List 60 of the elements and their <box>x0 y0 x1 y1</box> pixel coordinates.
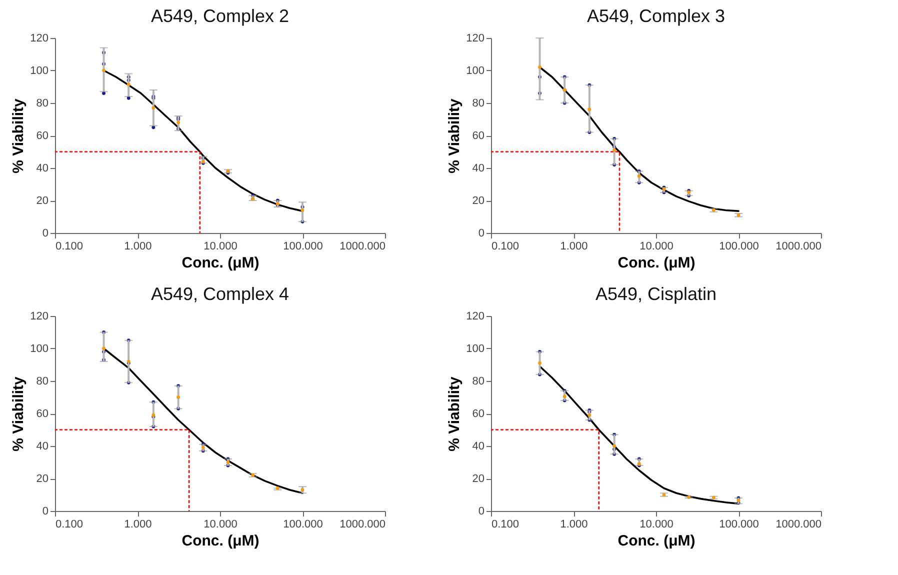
x-tick-label: 100.000 <box>283 240 323 252</box>
y-tick-label: 0 <box>478 228 484 240</box>
x-tick-label: 1.000 <box>124 240 152 252</box>
chart-title: A549, Complex 3 <box>586 6 726 26</box>
y-tick-label: 40 <box>36 440 48 452</box>
chart-title: A549, Complex 4 <box>150 284 290 304</box>
y-tick-label: 100 <box>466 343 484 355</box>
y-tick-label: 20 <box>472 195 484 207</box>
x-tick-label: 1000.000 <box>776 518 822 530</box>
x-axis-title: Conc. (μM) <box>618 254 696 272</box>
x-tick-label: 0.100 <box>56 518 84 530</box>
y-tick-label: 0 <box>42 228 48 240</box>
x-tick-label: 1000.000 <box>340 518 386 530</box>
y-tick-label: 60 <box>472 408 484 420</box>
x-tick-label: 0.100 <box>56 240 84 252</box>
y-tick-label: 120 <box>466 32 484 44</box>
x-axis-title: Conc. (μM) <box>618 532 696 550</box>
x-tick-label: 100.000 <box>719 240 759 252</box>
y-tick-label: 80 <box>472 376 484 388</box>
y-axis-title: % Viability <box>10 376 28 452</box>
y-axis-title: % Viability <box>10 98 28 174</box>
y-tick-label: 40 <box>472 440 484 452</box>
x-tick-label: 1.000 <box>124 518 152 530</box>
y-axis-title: % Viability <box>446 376 464 452</box>
x-tick-label: 10.000 <box>204 518 238 530</box>
x-tick-label: 1.000 <box>560 518 588 530</box>
x-tick-label: 0.100 <box>492 240 520 252</box>
x-tick-label: 1000.000 <box>776 240 822 252</box>
chart-title: A549, Complex 2 <box>150 6 290 26</box>
y-tick-label: 120 <box>30 310 48 322</box>
x-axis-title: Conc. (μM) <box>182 532 260 550</box>
y-tick-label: 100 <box>30 65 48 77</box>
y-tick-label: 40 <box>472 162 484 174</box>
x-tick-label: 10.000 <box>640 240 674 252</box>
x-tick-label: 10.000 <box>640 518 674 530</box>
y-tick-label: 0 <box>478 506 484 518</box>
chart-title: A549, Cisplatin <box>595 284 717 304</box>
y-tick-label: 60 <box>472 130 484 142</box>
y-tick-label: 120 <box>30 32 48 44</box>
x-axis-title: Conc. (μM) <box>182 254 260 272</box>
y-tick-label: 20 <box>36 195 48 207</box>
y-tick-label: 20 <box>36 473 48 485</box>
x-tick-label: 1.000 <box>560 240 588 252</box>
x-tick-label: 1000.000 <box>340 240 386 252</box>
x-tick-label: 10.000 <box>204 240 238 252</box>
y-tick-label: 80 <box>36 376 48 388</box>
y-tick-label: 100 <box>466 65 484 77</box>
x-tick-label: 100.000 <box>283 518 323 530</box>
y-tick-label: 40 <box>36 162 48 174</box>
y-tick-label: 60 <box>36 130 48 142</box>
y-tick-label: 0 <box>42 506 48 518</box>
x-tick-label: 100.000 <box>719 518 759 530</box>
y-tick-label: 20 <box>472 473 484 485</box>
y-tick-label: 120 <box>466 310 484 322</box>
y-tick-label: 60 <box>36 408 48 420</box>
y-tick-label: 80 <box>36 98 48 110</box>
y-axis-title: % Viability <box>446 98 464 174</box>
y-tick-label: 100 <box>30 343 48 355</box>
y-tick-label: 80 <box>472 98 484 110</box>
x-tick-label: 0.100 <box>492 518 520 530</box>
